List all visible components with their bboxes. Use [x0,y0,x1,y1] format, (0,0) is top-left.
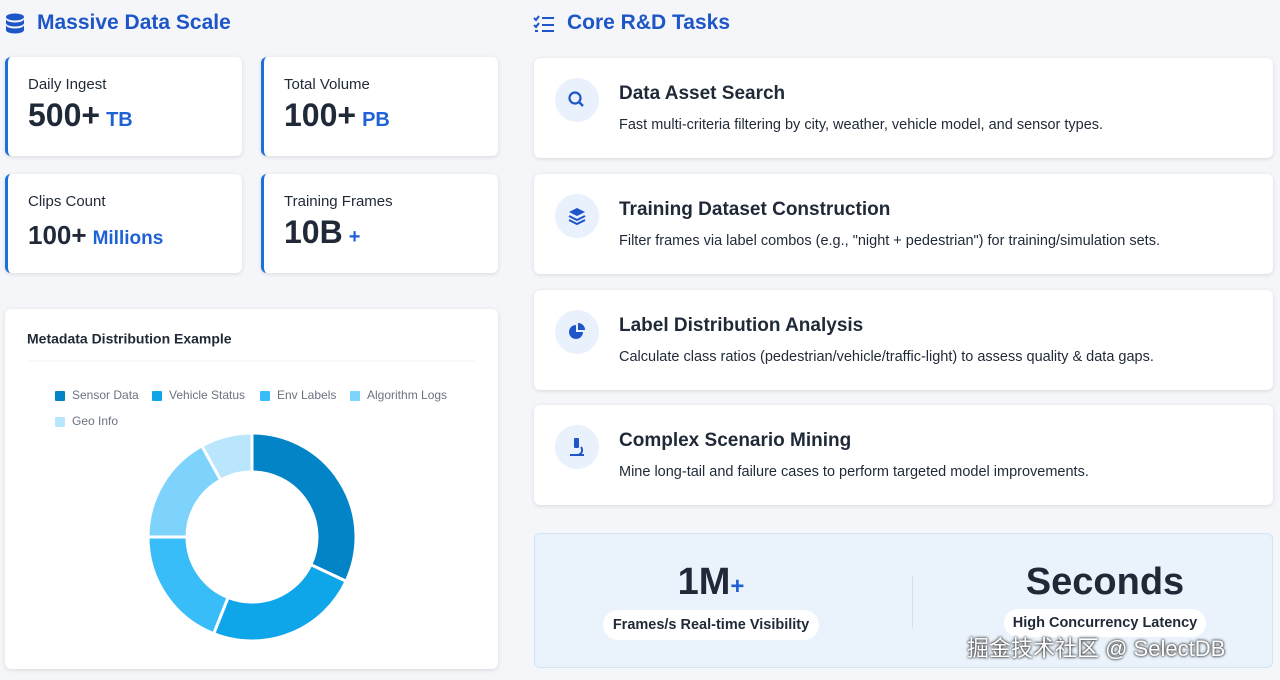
task-description: Fast multi-criteria filtering by city, w… [619,117,1104,133]
stat-unit: Millions [92,228,164,249]
highlight-label: Frames/s Real-time Visibility [603,610,819,640]
stat-number: 100+ [28,220,87,250]
stat-label: Total Volume [284,76,370,93]
chart: Metadata Distribution Example Sensor Dat… [27,331,475,643]
stat-unit: TB [106,109,133,131]
task-description: Calculate class ratios (pedestrian/vehic… [619,349,1154,365]
task-description: Filter frames via label combos (e.g., "n… [619,233,1160,249]
task-card: Complex Scenario Mining Mine long-tail a… [534,405,1273,505]
stat-card: Training Frames 10B + [261,174,498,273]
legend-swatch [152,391,162,401]
stat-unit: + [348,226,361,248]
task-icon [555,78,599,122]
task-icon [555,194,599,238]
legend-label: Geo Info [72,414,118,428]
legend-label: Env Labels [277,388,336,402]
highlight-suffix: + [730,573,745,600]
pie-slice [146,535,231,636]
watermark: 掘金技术社区 @ SelectDB [967,636,1226,661]
section-title: Massive Data Scale [37,11,231,34]
legend-label: Sensor Data [72,388,139,402]
legend-label: Vehicle Status [169,388,245,402]
task-description: Mine long-tail and failure cases to perf… [619,464,1089,480]
task-icon [555,425,599,469]
stat-label: Clips Count [28,193,106,210]
stat-unit: PB [362,109,390,131]
stat-card: Clips Count 100+ Millions [5,174,242,273]
highlight-number: 1M [677,561,731,603]
microscope-icon [570,438,584,456]
task-title: Label Distribution Analysis [619,315,864,336]
task-title: Data Asset Search [619,83,786,104]
highlight-label: High Concurrency Latency [1004,609,1206,637]
stat-value: 100+ PB [284,97,390,134]
stat-card: Total Volume 100+ PB [261,57,498,156]
stat-number: 10B [284,214,343,250]
legend-swatch [260,391,270,401]
legend-swatch [55,417,65,427]
list-icon [533,15,554,32]
task-card: Training Dataset Construction Filter fra… [534,174,1273,274]
search-icon [568,91,584,107]
stat-label: Training Frames [284,193,393,210]
pie-slice [199,431,254,483]
stat-value: 10B + [284,214,360,251]
highlight-value: Seconds [1025,561,1185,603]
pie-slice [250,431,358,584]
legend-swatch [55,391,65,401]
stat-value: 100+ Millions [28,220,163,251]
task-title: Training Dataset Construction [619,199,891,220]
stat-card: Daily Ingest 500+ TB [5,57,242,156]
stat-value: 500+ TB [28,97,133,134]
stat-label: Daily Ingest [28,76,107,93]
legend-label: Algorithm Logs [367,388,447,402]
stat-number: 500+ [28,97,101,133]
section-title: Core R&D Tasks [567,11,730,34]
pie-slice [211,562,349,643]
highlight-panel: 1M+ Frames/s Real-time Visibility Second… [534,533,1273,668]
highlight-value: 1M+ [535,561,887,604]
task-icon [555,310,599,354]
database-icon [6,13,24,34]
legend-swatch [350,391,360,401]
layers-icon [568,208,586,226]
task-card: Label Distribution Analysis Calculate cl… [534,290,1273,390]
stat-number: 100+ [284,97,357,133]
task-card: Data Asset Search Fast multi-criteria fi… [534,58,1273,158]
chart-title: Metadata Distribution Example [27,331,232,347]
pie-icon [569,323,585,339]
task-title: Complex Scenario Mining [619,430,852,451]
divider [912,576,913,628]
